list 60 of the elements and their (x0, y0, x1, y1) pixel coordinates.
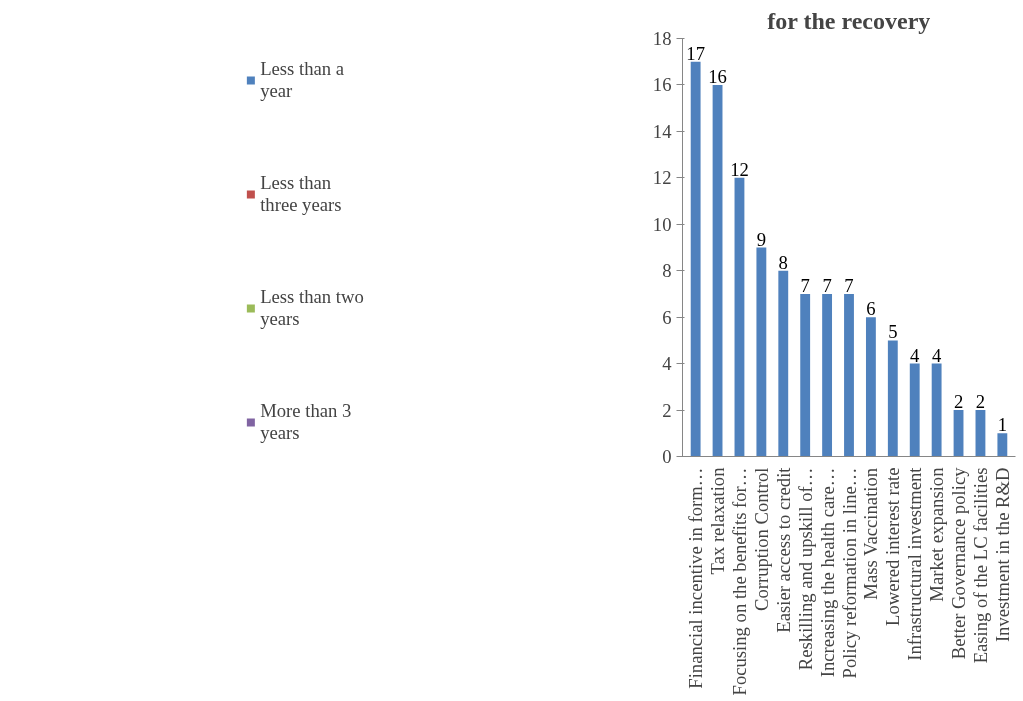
data-label: 12 (730, 158, 749, 180)
y-tick-label: 16 (652, 74, 672, 96)
legend-label: Less than three years (260, 172, 343, 216)
y-tick-label: 8 (662, 260, 672, 282)
bar (756, 247, 767, 457)
x-tick-label: Easier access to credit (772, 466, 794, 633)
x-tick-label: Easing of the LC facilities (969, 467, 991, 664)
x-tick-label: Tax relaxation (707, 466, 729, 575)
y-tick-label: 10 (652, 213, 672, 235)
y-tick-label: 14 (652, 120, 673, 142)
data-label: 6 (866, 298, 876, 320)
y-tick-label: 4 (662, 353, 673, 375)
bar (909, 363, 920, 457)
legend-label: Less than two years (260, 286, 364, 330)
x-tick-label: Reskilling and upskill of… (794, 467, 816, 671)
data-label: 1 (997, 414, 1008, 436)
bar (822, 293, 833, 457)
y-tick-label: 12 (652, 167, 672, 189)
chart-title: for the recovery (767, 7, 931, 34)
data-label: 16 (708, 65, 727, 87)
bar (975, 410, 986, 457)
bar (887, 340, 898, 457)
x-tick-label: Better Governance policy (948, 466, 970, 660)
data-label: 8 (778, 251, 788, 273)
x-tick-label: Financial incentive in form… (685, 467, 707, 689)
x-tick-label: Market expansion (926, 466, 948, 602)
data-label: 2 (975, 391, 986, 413)
y-tick-label: 2 (662, 399, 672, 421)
data-label: 7 (822, 274, 832, 296)
data-label: 4 (931, 344, 942, 366)
y-tick-label: 6 (662, 306, 672, 328)
bar (865, 317, 876, 457)
x-tick-label: Mass Vaccination (860, 467, 882, 600)
x-tick-label: Investment in the R&D (991, 467, 1013, 643)
bar (734, 177, 745, 457)
x-tick-label: Lowered interest rate (882, 467, 904, 626)
y-tick-label: 0 (662, 446, 672, 467)
bar (953, 410, 964, 457)
data-label: 5 (888, 321, 898, 343)
x-tick-label: Policy reformation in line… (838, 467, 860, 679)
bar (800, 293, 811, 457)
y-tick-label: 18 (652, 28, 672, 49)
x-tick-label: Corruption Control (750, 467, 772, 612)
x-tick-label: Focusing on the benefits for… (728, 467, 750, 696)
data-label: 9 (756, 228, 767, 250)
legend-label: More than 3 years (260, 400, 353, 444)
data-label: 2 (953, 391, 964, 413)
bar (690, 61, 701, 457)
bar (712, 84, 723, 457)
bar (931, 363, 942, 457)
data-label: 7 (800, 274, 810, 296)
bar (778, 270, 789, 457)
bar (844, 293, 854, 457)
data-label: 4 (910, 344, 921, 366)
bar (997, 433, 1008, 457)
x-tick-label: Infrastructural investment (904, 466, 926, 661)
legend-label: Less than a year (260, 58, 346, 102)
data-label: 7 (844, 274, 854, 296)
x-tick-label: Increasing the health care… (816, 467, 838, 678)
data-label: 17 (686, 42, 705, 64)
